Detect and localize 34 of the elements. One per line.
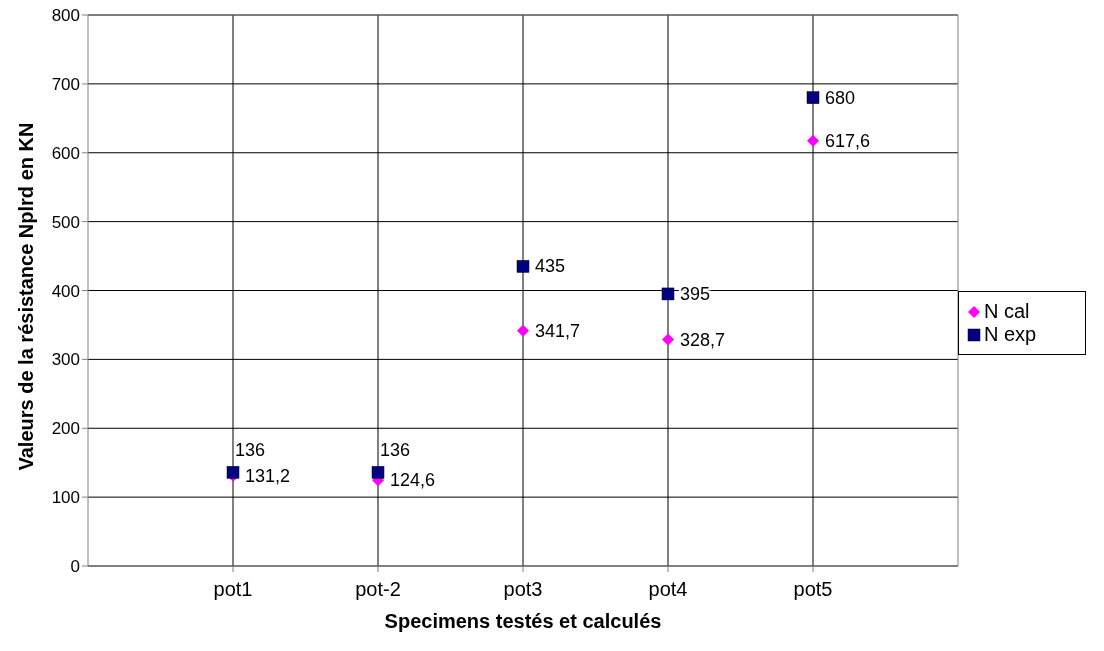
data-label: 680 [825, 87, 856, 108]
x-tick-label: pot5 [793, 578, 833, 601]
y-tick-label: 300 [51, 350, 80, 370]
data-label: 131,2 [245, 465, 291, 486]
data-label: 136 [380, 440, 411, 461]
point [661, 287, 675, 301]
y-tick-label: 500 [51, 212, 80, 232]
x-tick-label: pot3 [503, 578, 543, 601]
y-tick-label: 700 [51, 74, 80, 94]
point [516, 260, 530, 273]
point [371, 466, 385, 479]
y-axis-title: Valeurs de la résistance Nplrd en KN [15, 122, 38, 471]
data-label: 124,6 [390, 470, 436, 491]
point [807, 134, 819, 147]
y-tick-label: 100 [51, 488, 80, 508]
x-tick-label: pot4 [648, 578, 688, 601]
point [806, 91, 820, 104]
point [517, 324, 529, 337]
data-label: 435 [535, 256, 566, 277]
y-tick-label: 800 [51, 6, 80, 26]
data-label: 136 [235, 440, 266, 461]
data-label: 328,7 [680, 329, 726, 350]
legend-label: N exp [984, 323, 1037, 346]
y-tick-label: 600 [51, 143, 80, 163]
y-tick-label: 0 [70, 557, 80, 577]
legend-label: N cal [984, 300, 1030, 323]
y-tick-label: 200 [51, 419, 80, 439]
data-label: 617,6 [825, 130, 871, 151]
y-tick-label: 400 [51, 281, 80, 301]
point [662, 333, 674, 346]
x-tick-label: pot-2 [355, 578, 401, 601]
x-tick-label: pot1 [213, 578, 253, 601]
x-axis-title: Specimens testés et calculés [384, 610, 662, 632]
data-label: 341,7 [535, 320, 581, 341]
